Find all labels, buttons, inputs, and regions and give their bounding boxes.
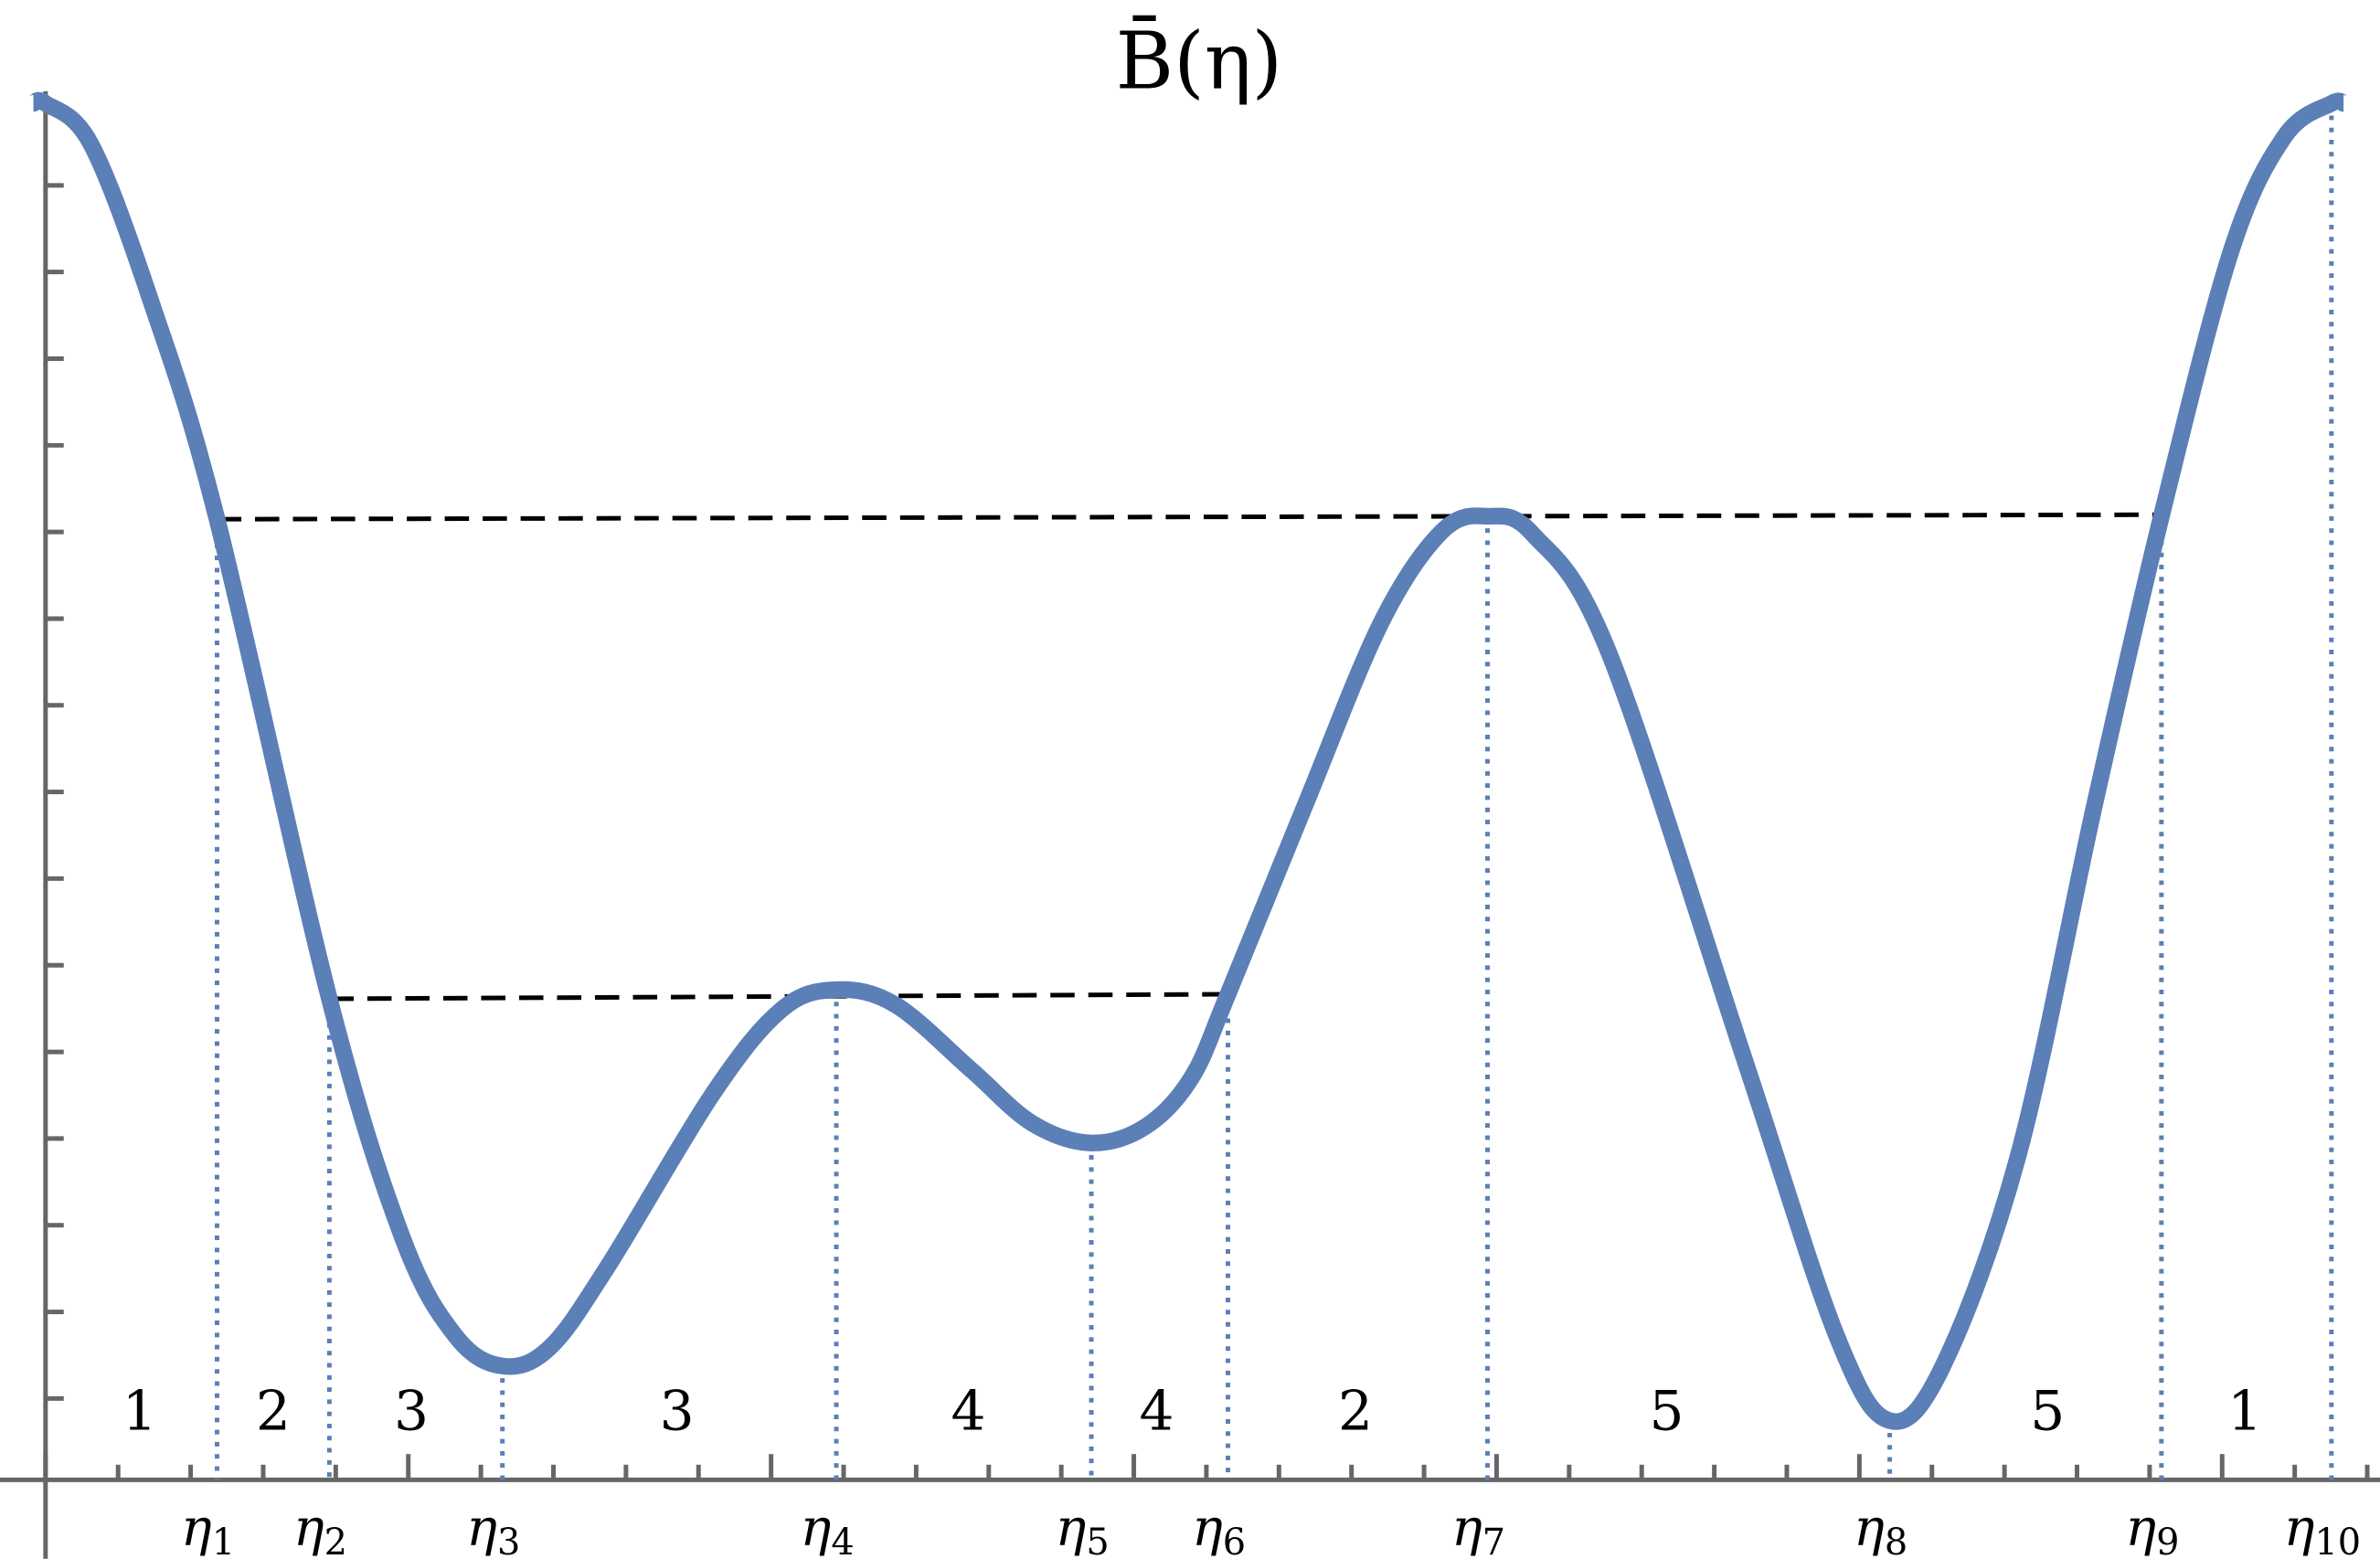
- eta-subscript: 1: [212, 1522, 235, 1559]
- region-label: 5: [1649, 1381, 1684, 1444]
- eta-label: η6: [1192, 1499, 1246, 1559]
- eta-symbol: η: [1055, 1499, 1086, 1558]
- eta-subscript: 9: [2156, 1522, 2179, 1559]
- ticks: [43, 183, 2370, 1480]
- region-label: 1: [122, 1381, 157, 1444]
- eta-label: η7: [1451, 1499, 1505, 1559]
- eta-label: η9: [2125, 1499, 2179, 1559]
- eta-label: η10: [2284, 1499, 2362, 1559]
- eta-subscript: 10: [2314, 1522, 2361, 1559]
- eta-markers: [214, 103, 2334, 1480]
- eta-subscript: 3: [497, 1522, 520, 1559]
- region-label: 1: [2227, 1381, 2262, 1444]
- eta-subscript: 8: [1885, 1522, 1907, 1559]
- eta-symbol: η: [1451, 1499, 1482, 1558]
- eta-subscript: 5: [1086, 1522, 1109, 1559]
- eta-symbol: η: [1192, 1499, 1223, 1558]
- region-label: 5: [2030, 1381, 2065, 1444]
- eta-subscript: 7: [1482, 1522, 1505, 1559]
- eta-label: η8: [1854, 1499, 1907, 1559]
- eta-subscript: 4: [831, 1522, 854, 1559]
- eta-label: η5: [1055, 1499, 1109, 1559]
- eta-symbol: η: [800, 1499, 831, 1558]
- eta-subscript: 2: [324, 1522, 347, 1559]
- plot-title: B̄(η): [1116, 15, 1283, 108]
- region-label: 3: [660, 1381, 695, 1444]
- region-label: 3: [394, 1381, 429, 1444]
- eta-symbol: η: [466, 1499, 497, 1558]
- eta-symbol: η: [181, 1499, 212, 1558]
- eta-symbol: η: [2125, 1499, 2156, 1558]
- curve: [27, 91, 2349, 1430]
- eta-label: η4: [800, 1499, 854, 1559]
- region-label: 4: [1139, 1381, 1174, 1444]
- region-label: 2: [256, 1381, 291, 1444]
- eta-label: η2: [293, 1499, 347, 1559]
- eta-label: η1: [181, 1499, 235, 1559]
- dashed-level: [329, 992, 1228, 1002]
- eta-subscript: 6: [1223, 1522, 1246, 1559]
- region-label: 4: [951, 1381, 986, 1444]
- eta-symbol: η: [1854, 1499, 1885, 1558]
- eta-symbol: η: [293, 1499, 324, 1558]
- eta-label: η3: [466, 1499, 520, 1559]
- region-label: 2: [1338, 1381, 1373, 1444]
- eta-symbol: η: [2284, 1499, 2315, 1558]
- dashed-level: [217, 512, 2162, 522]
